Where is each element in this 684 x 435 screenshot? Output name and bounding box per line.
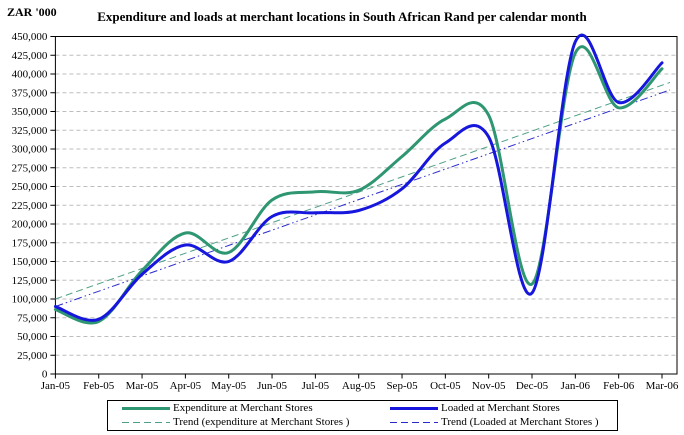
y-tick-label: 0 <box>42 369 48 381</box>
y-tick-label: 200,000 <box>12 219 48 231</box>
legend-sample-trend-expenditure-line <box>122 422 170 424</box>
legend-item-trend-expenditure: Trend (expenditure at Merchant Stores ) <box>108 417 376 428</box>
trend-expenditure-line <box>55 81 671 300</box>
loaded-line <box>53 33 664 322</box>
x-tick-label: Nov-05 <box>472 380 506 392</box>
legend-sample-expenditure-line <box>122 406 170 410</box>
y-tick-label: 50,000 <box>17 331 48 343</box>
x-tick-label: Feb-06 <box>603 380 635 392</box>
chart-legend: Expenditure at Merchant Stores Loaded at… <box>107 400 618 431</box>
legend-item-expenditure: Expenditure at Merchant Stores <box>108 401 376 414</box>
x-tick-label: Jan-05 <box>41 380 71 392</box>
y-tick-label: 275,000 <box>12 162 48 174</box>
legend-sample-loaded-line <box>390 406 438 410</box>
y-tick-label: 225,000 <box>12 200 48 212</box>
x-tick-label: Dec-05 <box>516 380 549 392</box>
x-tick-label: Jul-05 <box>302 380 330 392</box>
y-tick-label: 150,000 <box>12 256 48 268</box>
legend-item-loaded: Loaded at Merchant Stores <box>376 401 617 414</box>
x-tick-label: Feb-05 <box>83 380 115 392</box>
x-tick-label: Apr-05 <box>170 380 202 392</box>
y-tick-label: 325,000 <box>12 125 48 137</box>
legend-label-trend-expenditure: Trend (expenditure at Merchant Stores ) <box>173 416 350 429</box>
y-tick-label: 100,000 <box>12 294 48 306</box>
x-tick-label: May-05 <box>211 380 246 392</box>
legend-label-loaded: Loaded at Merchant Stores <box>441 401 560 414</box>
y-tick-label: 75,000 <box>17 312 48 324</box>
y-tick-label: 175,000 <box>12 237 48 249</box>
x-tick-label: Mar-05 <box>126 380 159 392</box>
expenditure-line <box>53 45 664 325</box>
chart-title: Expenditure and loads at merchant locati… <box>97 9 587 24</box>
y-tick-label: 125,000 <box>12 275 48 287</box>
y-axis-title: ZAR '000 <box>7 5 57 19</box>
x-tick-label: Aug-05 <box>342 380 376 392</box>
x-tick-label: Jun-05 <box>257 380 287 392</box>
y-tick-label: 250,000 <box>12 181 48 193</box>
x-tick-label: Sep-05 <box>386 380 418 392</box>
y-tick-label: 25,000 <box>17 350 48 362</box>
y-tick-label: 425,000 <box>12 50 48 62</box>
y-tick-label: 400,000 <box>12 69 48 81</box>
y-tick-label: 450,000 <box>12 31 48 43</box>
legend-label-trend-loaded: Trend (Loaded at Merchant Stores ) <box>441 416 599 429</box>
legend-item-trend-loaded: Trend (Loaded at Merchant Stores ) <box>376 417 617 428</box>
legend-label-expenditure: Expenditure at Merchant Stores <box>173 401 313 414</box>
y-tick-label: 350,000 <box>12 106 48 118</box>
y-tick-label: 375,000 <box>12 87 48 99</box>
legend-sample-trend-loaded-line <box>390 422 438 424</box>
x-tick-label: Oct-05 <box>430 380 461 392</box>
x-tick-label: Mar-06 <box>646 380 679 392</box>
trend-loaded-line <box>55 89 671 307</box>
y-tick-label: 300,000 <box>12 144 48 156</box>
x-tick-label: Jan-06 <box>561 380 591 392</box>
